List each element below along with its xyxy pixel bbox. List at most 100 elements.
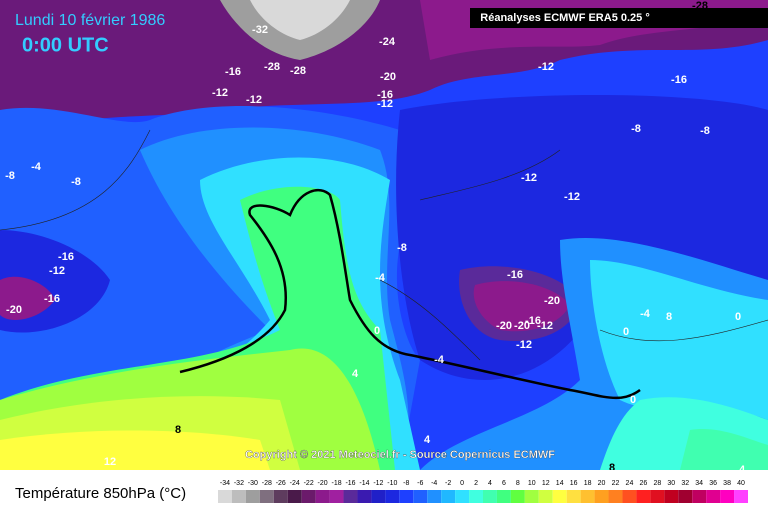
- colorbar-swatch: [455, 490, 470, 503]
- contour-label: 0: [374, 325, 380, 337]
- colorbar-swatch: [734, 490, 748, 503]
- contour-label: -4: [375, 272, 386, 284]
- contour-label: 4: [739, 464, 746, 476]
- contour-label: 8: [666, 311, 672, 323]
- contour-label: -8: [631, 123, 641, 135]
- contour-label: -16: [225, 66, 241, 78]
- colorbar-label: -12: [373, 480, 383, 487]
- colorbar-label: -32: [234, 480, 244, 487]
- colorbar-label: 38: [723, 480, 731, 487]
- colorbar-label: -14: [359, 480, 369, 487]
- colorbar-swatch: [469, 490, 483, 503]
- contour-label: -8: [397, 242, 407, 254]
- colorbar-swatch: [636, 490, 651, 503]
- contour-label: -8: [71, 176, 81, 188]
- contour-label: -20: [544, 295, 560, 307]
- colorbar-label: -10: [387, 480, 397, 487]
- colorbar-swatch: [245, 490, 260, 503]
- colorbar-swatch: [580, 490, 595, 503]
- contour-label: -12: [377, 98, 393, 110]
- colorbar-swatch: [510, 490, 525, 503]
- colorbar-label: 22: [612, 480, 620, 487]
- contour-label: -16: [525, 315, 541, 327]
- contour-label: -20: [380, 71, 396, 83]
- colorbar-label: -22: [304, 480, 314, 487]
- colorbar-label: 32: [681, 480, 689, 487]
- map-time: 0:00 UTC: [22, 34, 109, 56]
- colorbar-swatch: [692, 490, 707, 503]
- contour-label: 0: [735, 311, 741, 323]
- colorbar-label: 6: [502, 480, 506, 487]
- colorbar-label: 16: [570, 480, 578, 487]
- colorbar-label: 4: [488, 480, 492, 487]
- colorbar-label: 0: [460, 480, 464, 487]
- colorbar-swatch: [231, 490, 246, 503]
- map-date: Lundi 10 février 1986: [15, 12, 165, 29]
- contour-label: -16: [671, 74, 687, 86]
- contour-label: -28: [264, 61, 280, 73]
- colorbar-label: 20: [598, 480, 606, 487]
- colorbar-swatch: [343, 490, 358, 503]
- contour-label: -12: [49, 265, 65, 277]
- colorbar-swatch: [413, 490, 428, 503]
- contour-label: -4: [434, 354, 445, 366]
- contour-label: 4: [424, 434, 431, 446]
- contour-labels: -28-32-24-16 -28 -28 -12-16-12-12-20-16-12-…: [5, 0, 746, 476]
- source-text: Réanalyses ECMWF ERA5 0.25 °: [480, 12, 649, 24]
- colorbar-swatch: [301, 490, 316, 503]
- colorbar-swatch: [399, 490, 414, 503]
- colorbar-swatch: [357, 490, 372, 503]
- colorbar-swatch: [315, 490, 330, 503]
- colorbar-label: 8: [516, 480, 520, 487]
- contour-label: -28: [290, 65, 306, 77]
- colorbar-swatch: [524, 490, 539, 503]
- contour-label: -12: [537, 320, 553, 332]
- colorbar-label: -26: [276, 480, 286, 487]
- colorbar-swatch: [287, 490, 302, 503]
- colorbar-swatch: [385, 490, 400, 503]
- contour-label: 0: [623, 326, 629, 338]
- contour-label: 4: [352, 368, 359, 380]
- colorbar-swatch: [496, 490, 511, 503]
- source-banner: [470, 8, 768, 28]
- colorbar-swatch: [483, 490, 497, 503]
- colorbar-label: -18: [331, 480, 341, 487]
- colorbar-swatch: [622, 490, 637, 503]
- contour-label: -16: [44, 293, 60, 305]
- contour-label: -12: [564, 191, 580, 203]
- colorbar-label: -4: [431, 480, 437, 487]
- contour-label: -12: [516, 339, 532, 351]
- contour-label: -4: [31, 161, 42, 173]
- contour-label: -20: [6, 304, 22, 316]
- contour-label: -12: [212, 87, 228, 99]
- colorbar-label: -8: [403, 480, 409, 487]
- colorbar-label: -20: [318, 480, 328, 487]
- contour-label: 0: [630, 394, 636, 406]
- contour-label: -12: [246, 94, 262, 106]
- colorbar-swatch: [664, 490, 679, 503]
- colorbar-label: 30: [667, 480, 675, 487]
- colorbar-label: 10: [528, 480, 536, 487]
- colorbar-swatch: [608, 490, 623, 503]
- legend-title: Température 850hPa (°C): [15, 485, 186, 502]
- contour-label: -16: [507, 269, 523, 281]
- colorbar-swatch: [371, 490, 386, 503]
- colorbar-swatch: [259, 490, 274, 503]
- contour-label: -20: [496, 320, 512, 332]
- colorbar-label: 24: [626, 480, 634, 487]
- colorbar-label: 40: [737, 480, 745, 487]
- contour-label: -32: [252, 24, 268, 36]
- colorbar-label: 34: [695, 480, 703, 487]
- colorbar-swatch: [273, 490, 288, 503]
- contour-label: -28: [692, 0, 708, 12]
- colorbar-label: -28: [262, 480, 272, 487]
- contour-label: 12: [104, 456, 116, 468]
- contour-label: 8: [175, 424, 181, 436]
- colorbar-swatch: [650, 490, 665, 503]
- colorbar-label: 28: [653, 480, 661, 487]
- colorbar-swatch: [720, 490, 735, 503]
- colorbar: -34 -32 -30 -28 -26 -24 -22 -20 -18 -16 -14 -12 -10-…: [218, 480, 748, 503]
- colorbar-swatch: [566, 490, 581, 503]
